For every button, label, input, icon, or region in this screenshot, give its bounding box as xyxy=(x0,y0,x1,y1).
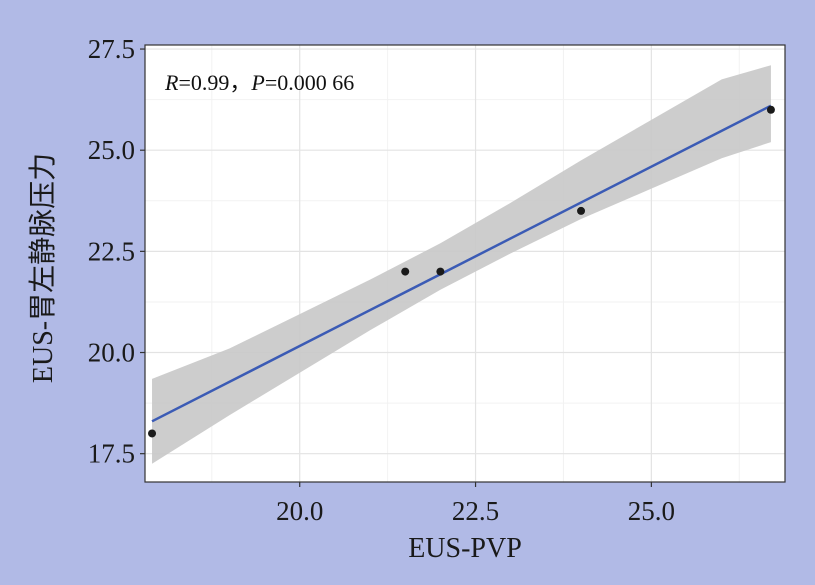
x-axis-ticks: 20.0 22.5 25.0 xyxy=(276,482,675,526)
plot-frame xyxy=(144,44,786,483)
annotation-p-value: =0.000 66 xyxy=(265,70,354,95)
data-points xyxy=(148,105,775,438)
data-point xyxy=(436,267,445,276)
x-tick-label: 20.0 xyxy=(276,496,323,526)
fit-line xyxy=(151,104,772,423)
data-point xyxy=(401,267,410,276)
annotation-separator: ， xyxy=(229,70,251,95)
data-point xyxy=(577,206,586,215)
annotation: R=0.99，P=0.000 66 xyxy=(164,70,354,95)
y-tick-label: 17.5 xyxy=(88,439,135,469)
y-axis-title: EUS-胃左静脉压力 xyxy=(27,153,59,383)
y-tick-label: 20.0 xyxy=(88,338,135,368)
x-tick-label: 25.0 xyxy=(628,496,675,526)
x-tick-label: 22.5 xyxy=(452,496,499,526)
y-axis-ticks: 17.5 20.0 22.5 25.0 27.5 xyxy=(88,34,145,469)
annotation-p-label: P xyxy=(250,70,264,95)
data-point xyxy=(148,429,157,438)
y-tick-label: 22.5 xyxy=(88,236,135,266)
annotation-r-value: =0.99 xyxy=(178,70,229,95)
y-tick-label: 27.5 xyxy=(88,34,135,64)
x-axis-title: EUS-PVP xyxy=(408,533,522,564)
data-point xyxy=(766,105,775,114)
annotation-r-label: R xyxy=(164,70,179,95)
y-tick-label: 25.0 xyxy=(88,135,135,165)
